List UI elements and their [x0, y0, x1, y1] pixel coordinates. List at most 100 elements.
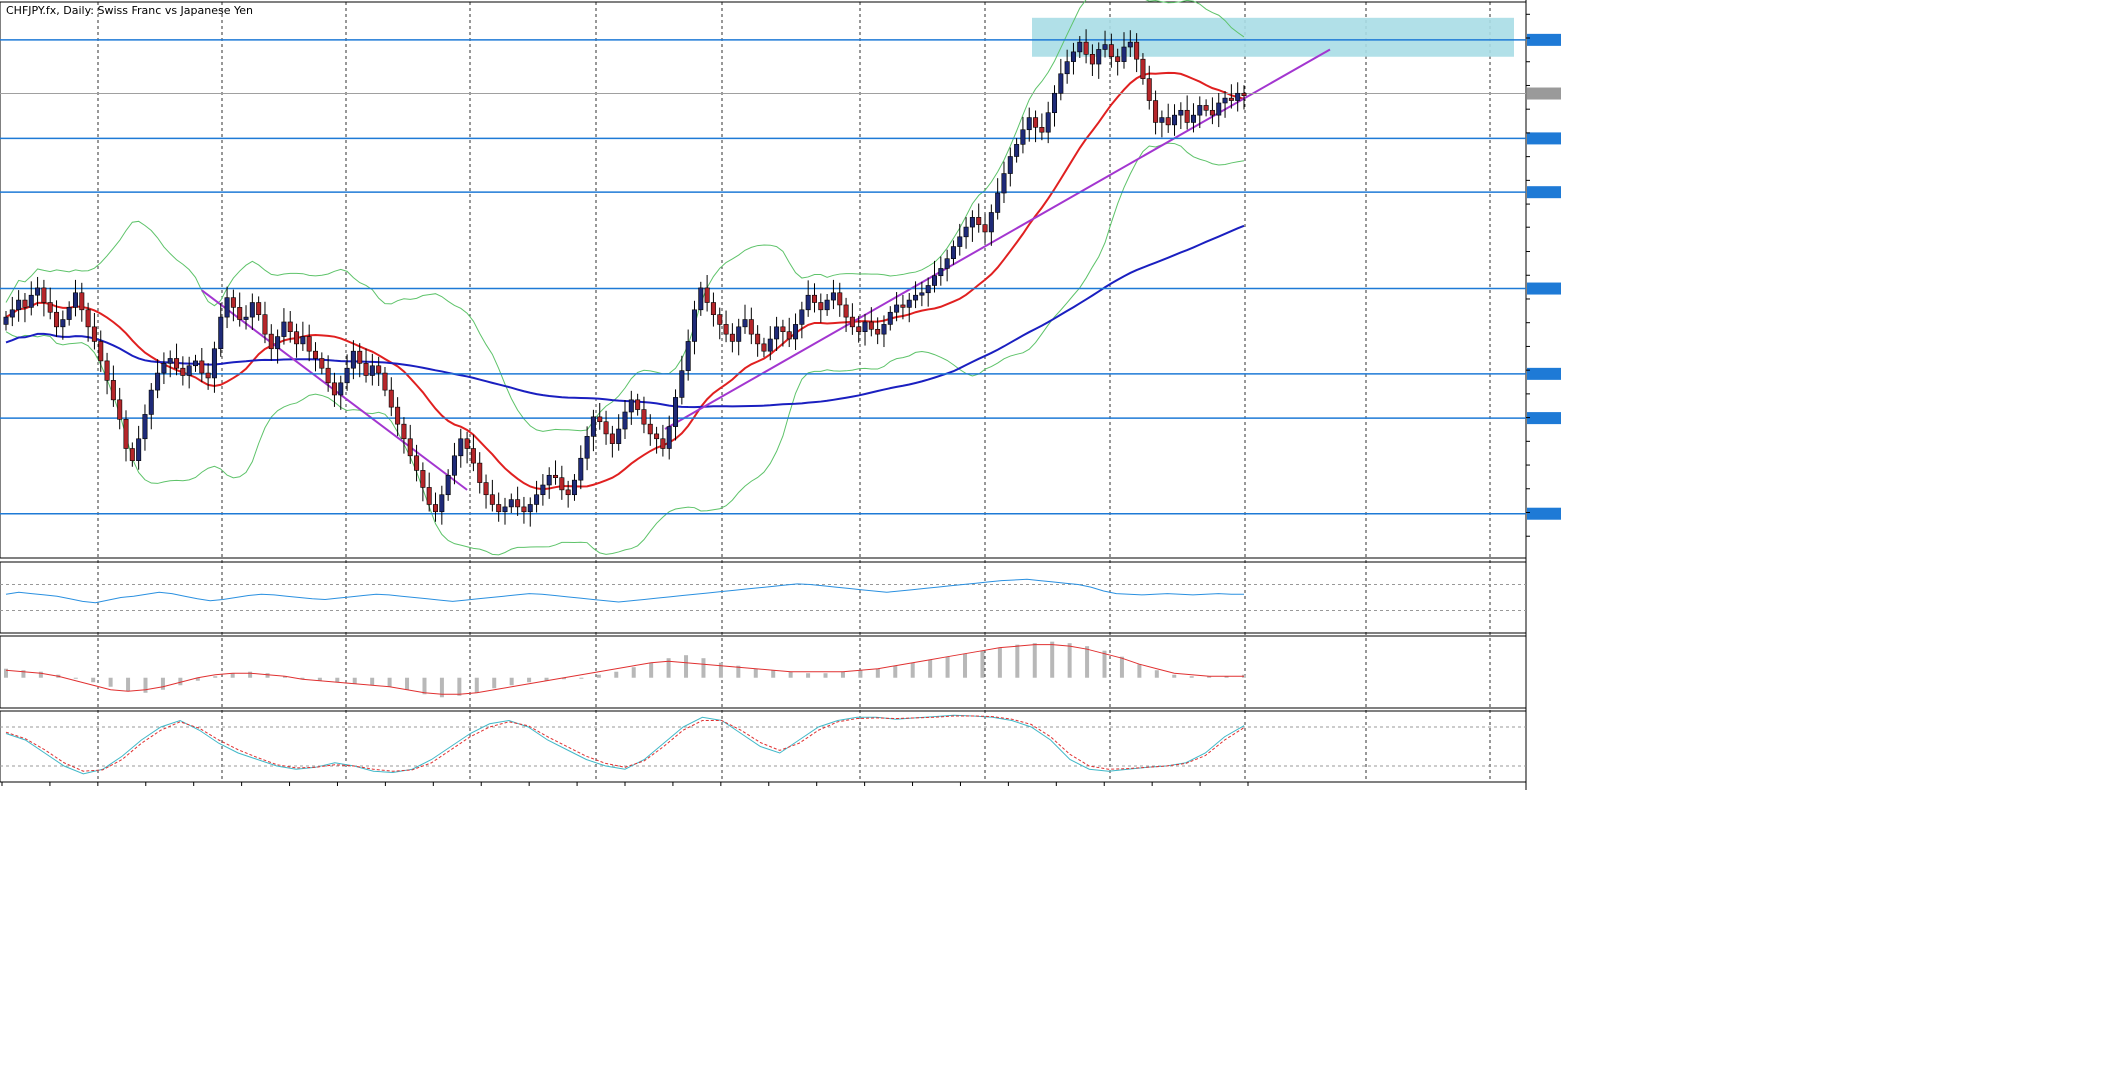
candle	[1197, 96, 1203, 129]
candle	[414, 444, 420, 482]
macd-bar	[1067, 643, 1072, 678]
candle-body	[571, 479, 577, 496]
macd-bar	[840, 671, 845, 678]
candle	[723, 310, 729, 343]
candle	[1089, 44, 1095, 76]
candle	[1209, 97, 1215, 125]
candle	[862, 313, 868, 346]
candle	[534, 480, 540, 513]
candle-body	[906, 299, 912, 308]
candle	[647, 414, 653, 446]
candle	[338, 375, 344, 410]
candle-body	[761, 343, 767, 352]
macd-bar	[823, 673, 828, 678]
candle	[1102, 30, 1108, 58]
candle	[654, 426, 660, 454]
candle	[369, 353, 375, 386]
candle	[1127, 30, 1133, 57]
macd-bar	[527, 677, 532, 683]
candle	[376, 356, 382, 386]
macd-bar	[753, 668, 758, 678]
macd-bar	[684, 655, 689, 678]
candle	[1064, 49, 1070, 84]
panel-frame	[0, 710, 1527, 783]
candle	[249, 293, 255, 331]
candle	[458, 428, 464, 468]
candle-body	[325, 367, 331, 384]
candle-body	[767, 338, 773, 352]
candle-body	[218, 316, 224, 350]
candle	[603, 410, 609, 445]
candle	[262, 301, 268, 344]
candle-body	[1121, 46, 1127, 62]
candle	[155, 359, 161, 399]
candle	[755, 325, 761, 357]
candle	[91, 312, 97, 350]
candle	[464, 431, 470, 464]
candle	[969, 210, 975, 242]
level-badge	[1527, 186, 1561, 199]
candle	[1235, 82, 1241, 112]
candle-body	[1045, 112, 1051, 133]
candle-body	[957, 236, 963, 247]
macd-bar	[387, 677, 392, 687]
bollinger-bands	[5, 0, 1245, 556]
candle-body	[60, 319, 66, 328]
candle-body	[155, 372, 161, 391]
candle-body	[900, 304, 906, 308]
candle	[294, 323, 300, 358]
macd-bar	[666, 658, 671, 678]
candle	[988, 204, 994, 246]
candle-body	[1039, 127, 1045, 133]
candle	[167, 350, 173, 378]
candle	[887, 306, 893, 331]
candle-body	[148, 389, 154, 415]
macd-bar	[858, 670, 863, 678]
candle	[995, 178, 1001, 220]
macd-bar	[143, 677, 148, 693]
candle-body	[230, 297, 236, 308]
candle-body	[98, 341, 104, 362]
candle-body	[420, 470, 426, 488]
candle	[508, 493, 514, 513]
candle	[710, 292, 716, 327]
macd-bar	[248, 671, 253, 678]
candle-body	[363, 363, 369, 376]
macd-bar	[370, 677, 375, 686]
candle	[553, 460, 559, 485]
candle	[1241, 85, 1247, 110]
candle-body	[597, 416, 603, 423]
candle	[72, 279, 78, 317]
candle-body	[1178, 109, 1184, 116]
candle	[919, 281, 925, 307]
candle	[1070, 42, 1076, 75]
candle	[729, 323, 735, 353]
candle-body	[470, 448, 476, 464]
candle	[1026, 107, 1032, 142]
candle-body	[799, 309, 805, 325]
candle-body	[199, 360, 205, 374]
candle-body	[22, 299, 28, 308]
candle	[243, 305, 249, 330]
candle	[401, 417, 407, 454]
candle	[1216, 93, 1222, 128]
candle-body	[54, 311, 60, 328]
chart-title: CHFJPY.fx, Daily: Swiss Franc vs Japanes…	[6, 4, 253, 17]
price-axis	[1526, 13, 1561, 537]
uptrend-line	[664, 48, 1331, 430]
candle	[843, 297, 849, 332]
candle-body	[426, 487, 432, 505]
candle-body	[161, 363, 167, 374]
macd-bar	[561, 677, 566, 680]
macd-bar	[893, 665, 898, 678]
macd-bar	[1102, 650, 1107, 678]
candle-body	[673, 397, 679, 427]
candle	[811, 283, 817, 313]
candle-body	[1007, 156, 1013, 174]
candle-body	[1209, 109, 1215, 116]
candle	[445, 469, 451, 501]
candle	[957, 223, 963, 256]
candle	[1014, 138, 1020, 163]
candle	[590, 409, 596, 452]
candle	[1077, 36, 1083, 58]
